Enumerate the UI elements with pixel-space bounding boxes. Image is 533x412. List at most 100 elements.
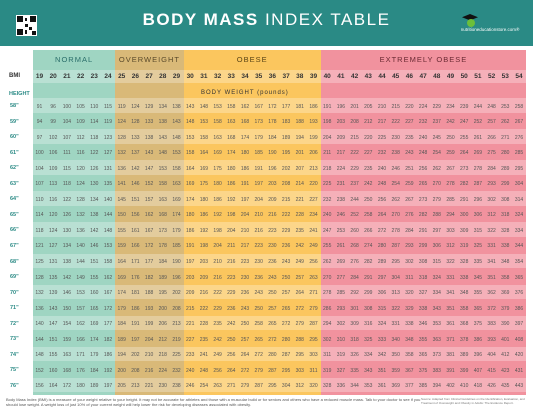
bmi-column-header: 38 [296,73,304,80]
weight-cell: 172 [103,305,113,312]
weight-cell: 188 [295,119,304,126]
weight-cell: 267 [405,196,414,203]
weight-cell: 150 [62,305,72,312]
weight-cell: 134 [158,103,167,110]
weight-cell: 279 [432,196,441,203]
brand-logo[interactable]: nutritioneducationstore.com® [458,14,522,36]
weight-cell: 135 [49,274,58,281]
row-stripe [33,315,526,331]
weight-cell: 259 [405,181,414,188]
weight-cell: 222 [281,212,291,219]
bmi-label: BMI [9,73,20,79]
weight-cell: 250 [281,274,291,281]
footer-source: Source: Adapted from Clinical Guidelines… [421,397,525,405]
weight-cell: 133 [131,134,140,141]
weight-cell: 184 [268,134,277,141]
weight-cell: 242 [227,321,236,328]
weight-cell: 206 [309,150,318,157]
weight-cell: 279 [254,367,263,374]
weight-cell: 104 [62,119,72,126]
row-stripe [33,222,526,237]
weight-cell: 174 [172,212,181,219]
weight-cell: 250 [364,196,373,203]
weight-cell: 152 [35,367,44,374]
weight-cell: 142 [62,274,72,281]
weight-cell: 378 [460,336,469,343]
page-title: BODY MASS INDEX TABLE [0,10,533,30]
weight-cell: 189 [158,274,167,281]
weight-cell: 163 [213,134,222,141]
weight-cell: 367 [405,367,414,374]
weight-cell: 270 [391,212,400,219]
weight-cell: 153 [213,103,222,110]
weight-cell: 215 [350,134,359,141]
weight-cell: 203 [268,181,277,188]
weight-cell: 208 [172,305,181,312]
weight-cell: 148 [172,134,181,141]
weight-cell: 128 [131,119,140,126]
weight-cell: 284 [350,274,359,281]
weight-cell: 155 [90,274,99,281]
weight-cell: 236 [268,259,277,265]
weight-cell: 335 [350,367,359,374]
weight-cell: 242 [295,243,304,250]
weight-cell: 151 [131,196,140,203]
weight-cell: 377 [405,383,414,390]
height-row-label: 62" [10,165,19,172]
weight-cell: 232 [323,196,332,203]
bmi-column-header: 46 [405,73,413,80]
weight-cell: 278 [323,290,332,297]
weight-cell: 113 [49,181,58,188]
weight-cell: 287 [391,243,400,250]
weight-cell: 208 [350,119,359,126]
bmi-column-header: 26 [131,73,139,80]
qr-code-icon[interactable] [16,15,37,36]
weight-cell: 153 [172,150,181,157]
weight-cell: 211 [227,243,236,250]
weight-cell: 179 [254,134,263,141]
weight-cell: 138 [158,119,167,126]
weight-cell: 201 [350,103,359,110]
weight-cell: 115 [104,103,112,110]
weight-cell: 363 [432,336,441,343]
weight-cell: 200 [158,305,167,312]
weight-cell: 197 [240,196,250,203]
weight-cell: 136 [35,305,44,312]
weight-cell: 196 [336,103,346,110]
weight-cell: 287 [254,383,263,390]
weight-cell: 318 [418,274,428,281]
weight-cell: 248 [377,181,387,188]
weight-cell: 341 [446,290,455,297]
weight-cell: 340 [391,336,400,343]
weight-cell: 303 [295,367,304,374]
weight-cell: 287 [268,367,277,374]
weight-cell: 309 [350,321,359,328]
weight-cell: 277 [336,274,346,281]
weight-cell: 107 [62,134,72,141]
weight-cell: 192 [213,212,222,219]
weight-cell: 123 [103,134,113,141]
weight-cell: 369 [501,290,510,297]
weight-cell: 264 [240,352,250,359]
bmi-column-header: 54 [515,73,523,80]
weight-cell: 122 [90,150,99,157]
weight-cell: 180 [227,165,236,172]
weight-cell: 235 [199,336,209,343]
weight-cell: 280 [501,150,510,157]
weight-cell: 211 [323,150,332,157]
weight-cell: 216 [254,227,263,234]
category-band-overweight [115,50,184,395]
weight-cell: 193 [144,305,154,312]
weight-cell: 299 [418,243,428,250]
weight-cell: 168 [227,134,236,141]
weight-cell: 269 [473,150,483,157]
row-stripe [33,98,526,113]
category-label-extremely-obese: EXTREMELY OBESE [379,55,468,64]
weight-cell: 369 [391,383,400,390]
bmi-column-header: 35 [255,73,263,80]
bmi-column-header: 20 [49,73,57,80]
weight-cell: 346 [418,321,428,328]
bmi-column-header: 30 [186,73,194,80]
weight-cell: 278 [391,227,400,234]
weight-cell: 174 [117,290,126,297]
